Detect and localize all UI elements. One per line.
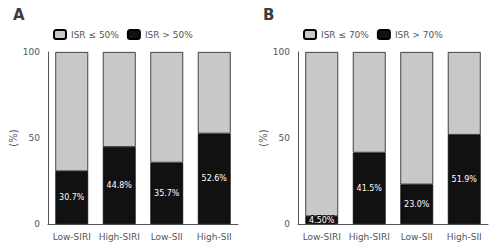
- svg-text:44.8%: 44.8%: [107, 181, 133, 190]
- svg-text:23.0%: 23.0%: [404, 200, 430, 209]
- svg-text:41.5%: 41.5%: [357, 184, 383, 193]
- svg-text:Low-SII: Low-SII: [401, 232, 433, 242]
- svg-text:B: B: [263, 6, 274, 24]
- svg-text:4.50%: 4.50%: [309, 216, 335, 225]
- svg-text:0: 0: [34, 219, 40, 229]
- svg-text:Low-SIRI: Low-SIRI: [53, 232, 91, 242]
- svg-text:35.7%: 35.7%: [154, 189, 180, 198]
- svg-text:100: 100: [273, 47, 290, 57]
- svg-text:50: 50: [29, 133, 41, 143]
- svg-text:(%): (%): [258, 129, 269, 146]
- svg-text:ISR ≤ 70%: ISR ≤ 70%: [321, 30, 369, 40]
- svg-text:ISR > 50%: ISR > 50%: [145, 30, 193, 40]
- svg-text:30.7%: 30.7%: [59, 193, 85, 202]
- svg-text:A: A: [13, 6, 25, 24]
- svg-text:High-SII: High-SII: [197, 232, 232, 242]
- svg-text:0: 0: [284, 219, 290, 229]
- svg-text:High-SIRI: High-SIRI: [99, 232, 140, 242]
- svg-text:Low-SII: Low-SII: [151, 232, 183, 242]
- svg-text:ISR > 70%: ISR > 70%: [395, 30, 443, 40]
- svg-text:100: 100: [23, 47, 40, 57]
- svg-text:50: 50: [279, 133, 291, 143]
- svg-text:51.9%: 51.9%: [452, 175, 478, 184]
- svg-text:High-SII: High-SII: [447, 232, 482, 242]
- svg-text:52.6%: 52.6%: [202, 174, 228, 183]
- svg-text:(%): (%): [8, 129, 19, 146]
- svg-text:High-SIRI: High-SIRI: [349, 232, 390, 242]
- svg-text:Low-SIRI: Low-SIRI: [303, 232, 341, 242]
- svg-text:ISR ≤ 50%: ISR ≤ 50%: [71, 30, 119, 40]
